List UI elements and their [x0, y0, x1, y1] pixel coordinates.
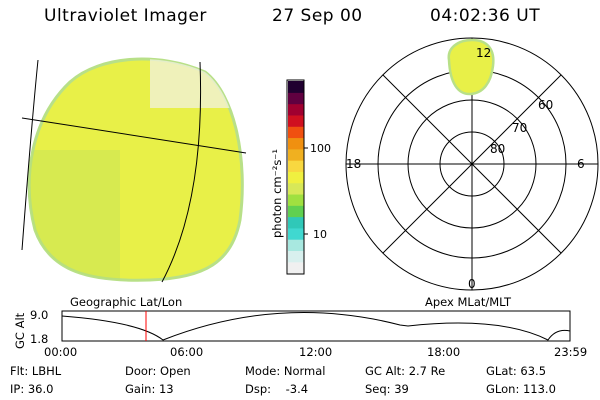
polar-mlt-label-0: 0 — [468, 277, 476, 291]
info-ip: IP: 36.0 — [10, 382, 54, 396]
date-label: 27 Sep 00 — [272, 6, 363, 26]
colorbar-gradient — [288, 81, 304, 274]
altitude-ylabel: GC Alt — [13, 312, 27, 349]
colorbar-band — [288, 216, 304, 229]
altitude-curve — [61, 312, 571, 341]
altitude-xtick-4: 23:59 — [554, 345, 588, 359]
instrument-title: Ultraviolet Imager — [44, 6, 207, 26]
info-dsp: Dsp: -3.4 — [245, 382, 309, 396]
colorbar-band — [288, 205, 304, 218]
colorbar-band — [288, 261, 304, 274]
colorbar-band — [288, 92, 304, 105]
aurora-green-tint — [30, 150, 120, 280]
colorbar-band — [288, 227, 304, 240]
altitude-xtick-2: 12:00 — [299, 345, 333, 359]
info-glat: GLat: 63.5 — [486, 364, 547, 378]
colorbar-unit-label: photon cm⁻²s⁻¹ — [270, 149, 284, 238]
altitude-xtick-0: 00:00 — [44, 345, 78, 359]
colorbar-band — [288, 137, 304, 150]
altitude-xtick-3: 18:00 — [427, 345, 461, 359]
geographic-panel-label: Geographic Lat/Lon — [70, 295, 183, 309]
altitude-ytick-min: 1.8 — [30, 332, 49, 346]
altitude-ytick-max: 9.0 — [30, 308, 49, 322]
latitude-line — [21, 117, 247, 154]
polar-diagonal-2 — [382, 74, 562, 254]
info-gc-alt: GC Alt: 2.7 Re — [365, 364, 446, 378]
polar-lat-label-70: 70 — [512, 121, 528, 135]
colorbar-band — [288, 182, 304, 195]
info-seq: Seq: 39 — [365, 382, 409, 396]
colorbar-band — [288, 250, 304, 263]
altitude-plot — [61, 310, 571, 342]
colorbar-frame — [286, 79, 305, 275]
polar-lat-label-80: 80 — [490, 142, 506, 156]
colorbar — [286, 79, 308, 275]
colorbar-band — [288, 103, 304, 116]
info-gain: Gain: 13 — [125, 382, 174, 396]
meridian-line-right — [161, 61, 202, 283]
colorbar-band — [288, 148, 304, 161]
info-mode: Mode: Normal — [245, 364, 326, 378]
polar-lat-label-60: 60 — [538, 98, 554, 112]
polar-mlt-label-12: 12 — [476, 46, 492, 60]
polar-mlt-label-18: 18 — [346, 157, 362, 171]
time-label: 04:02:36 UT — [430, 6, 541, 26]
colorbar-band — [288, 126, 304, 139]
aurora-polar-blob — [447, 38, 495, 96]
polar-mlt-label-6: 6 — [577, 157, 585, 171]
colorbar-tick-label-10: 10 — [313, 228, 327, 241]
polar-panel-label: Apex MLat/MLT — [425, 295, 512, 309]
altitude-plot-frame — [61, 310, 571, 342]
geographic-image — [21, 57, 247, 283]
info-filter: Flt: LBHL — [10, 364, 62, 378]
info-glon: GLon: 113.0 — [486, 382, 556, 396]
polar-plot — [345, 37, 599, 291]
colorbar-band — [288, 114, 304, 127]
altitude-xtick-1: 06:00 — [170, 345, 204, 359]
meridian-line-left — [21, 59, 39, 251]
colorbar-band — [288, 81, 304, 93]
colorbar-band — [288, 160, 304, 172]
colorbar-band — [288, 239, 304, 252]
colorbar-tick-label-100: 100 — [310, 142, 331, 155]
colorbar-band — [288, 193, 304, 206]
info-door: Door: Open — [125, 364, 191, 378]
colorbar-band — [288, 171, 304, 184]
